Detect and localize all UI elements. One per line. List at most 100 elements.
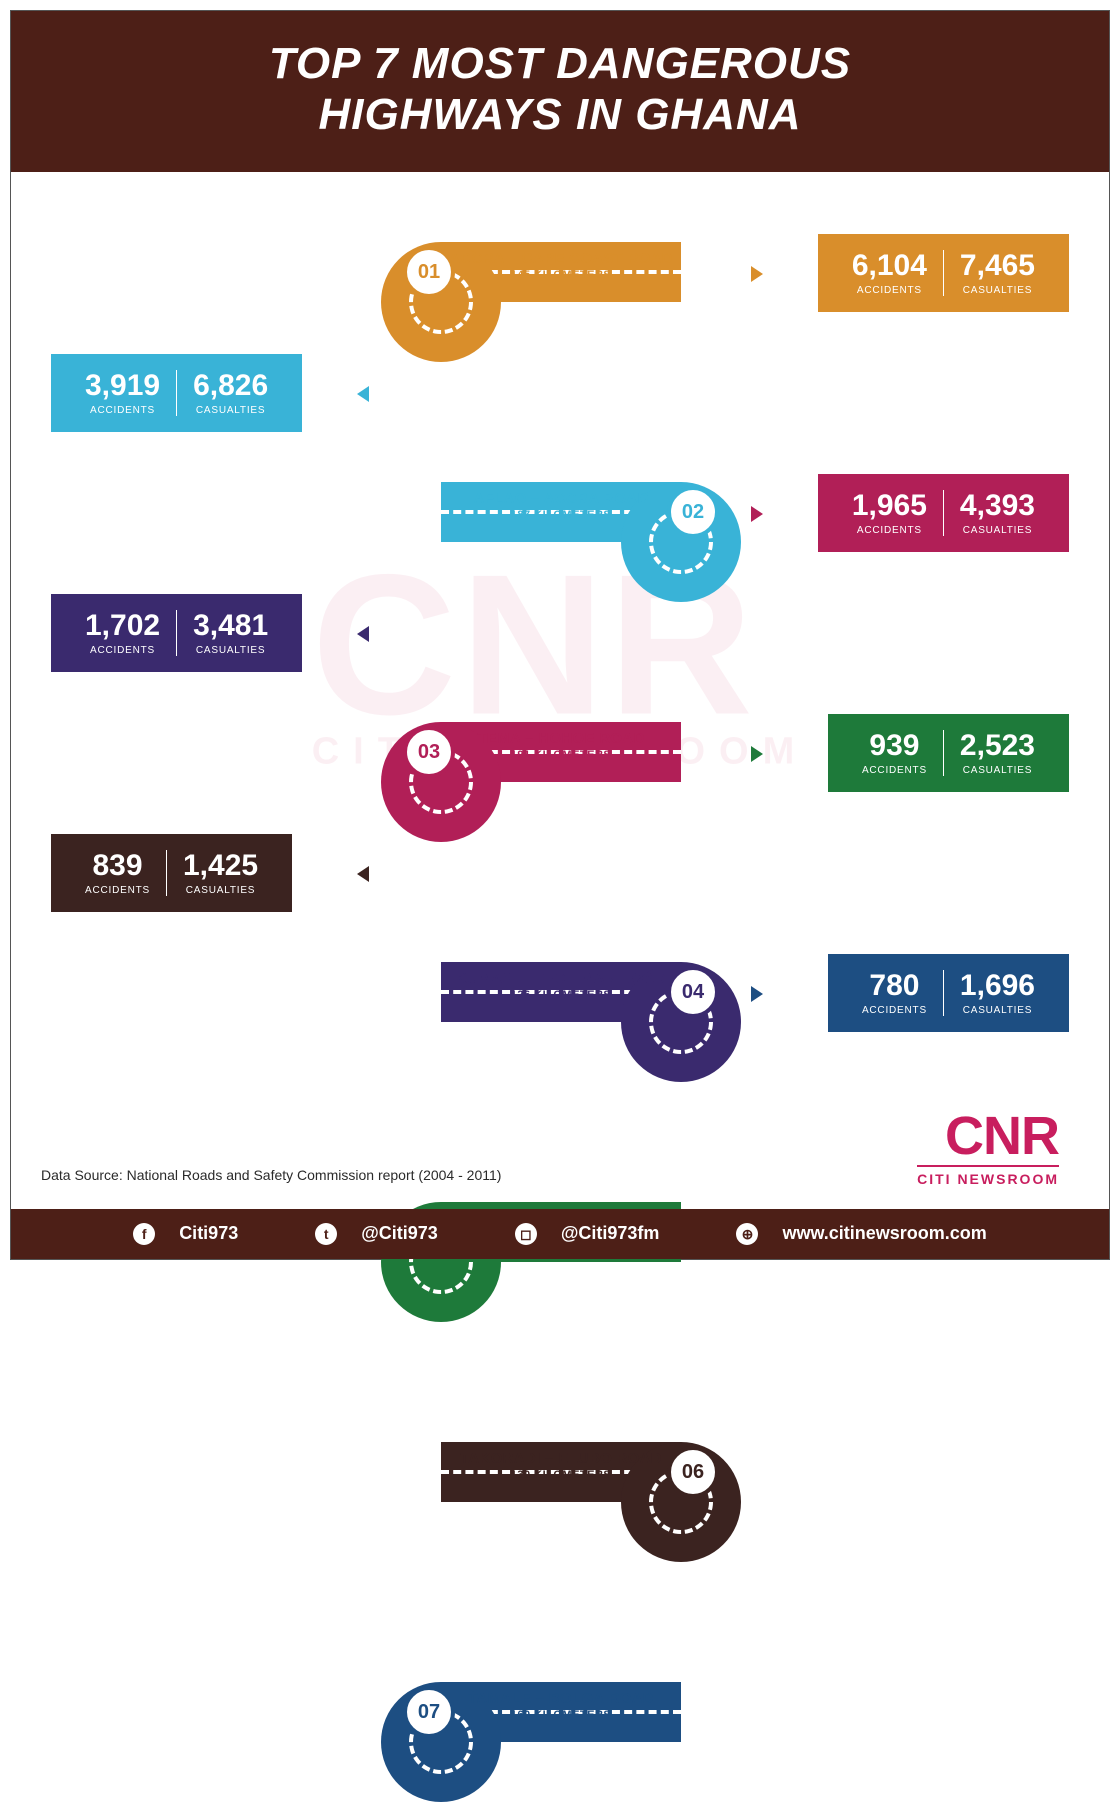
- footer: fCiti973 t@Citi973 ◻@Citi973fm ⊕www.citi…: [11, 1209, 1109, 1259]
- casualties-label: CASUALTIES: [960, 765, 1035, 776]
- accidents-value: 3,919: [85, 371, 160, 401]
- casualties-label: CASUALTIES: [960, 525, 1035, 536]
- road-segment: 03TEMA – HOHOE ROAD191 KILOMETERS: [391, 692, 731, 812]
- casualties-label: CASUALTIES: [193, 645, 268, 656]
- road-km: 160 KILOMETERS: [441, 1709, 681, 1721]
- accidents-label: ACCIDENTS: [852, 285, 927, 296]
- social-instagram: ◻@Citi973fm: [497, 1223, 678, 1243]
- accidents-label: ACCIDENTS: [85, 405, 160, 416]
- road-name: KUMASI – TECHIMAN ROAD: [441, 970, 681, 987]
- casualties-cell: 7,465 CASUALTIES: [944, 251, 1051, 296]
- pointer-triangle: [357, 386, 369, 402]
- accidents-cell: 780 ACCIDENTS: [846, 971, 943, 1016]
- accidents-cell: 1,702 ACCIDENTS: [69, 611, 176, 656]
- road-name: TAKORADI – ELUBO ROAD: [441, 1450, 681, 1467]
- stat-box: 780 ACCIDENTS 1,696 CASUALTIES: [828, 954, 1069, 1032]
- casualties-value: 6,826: [193, 371, 268, 401]
- road-segment: 01ACCRA – CAPE COAST ROAD145 KILOMETERS: [391, 212, 731, 332]
- road-label: TAKORADI – ELUBO ROAD 130 KILOMETERS: [441, 1450, 681, 1481]
- frame: TOP 7 MOST DANGEROUS HIGHWAYS IN GHANA C…: [10, 10, 1110, 1260]
- pointer-triangle: [357, 626, 369, 642]
- title-line-1: TOP 7 MOST DANGEROUS: [31, 39, 1089, 90]
- casualties-label: CASUALTIES: [960, 1005, 1035, 1016]
- stat-box: 939 ACCIDENTS 2,523 CASUALTIES: [828, 714, 1069, 792]
- road-km: 191 KILOMETERS: [441, 749, 681, 761]
- accidents-label: ACCIDENTS: [85, 885, 150, 896]
- road-label: TAMALE – BOLGA ROAD 160 KILOMETERS: [441, 1690, 681, 1721]
- casualties-value: 1,425: [183, 851, 258, 881]
- page: TOP 7 MOST DANGEROUS HIGHWAYS IN GHANA C…: [0, 0, 1120, 1270]
- casualties-value: 7,465: [960, 251, 1035, 281]
- accidents-label: ACCIDENTS: [862, 1005, 927, 1016]
- stat-box: 1,702 ACCIDENTS 3,481 CASUALTIES: [51, 594, 302, 672]
- accidents-value: 939: [862, 731, 927, 761]
- accidents-cell: 939 ACCIDENTS: [846, 731, 943, 776]
- accidents-value: 780: [862, 971, 927, 1001]
- accidents-label: ACCIDENTS: [862, 765, 927, 776]
- road-segment: 07TAMALE – BOLGA ROAD160 KILOMETERS: [391, 1652, 731, 1772]
- social-facebook: fCiti973: [115, 1223, 256, 1243]
- casualties-value: 1,696: [960, 971, 1035, 1001]
- stat-box: 1,965 ACCIDENTS 4,393 CASUALTIES: [818, 474, 1069, 552]
- casualties-cell: 4,393 CASUALTIES: [944, 491, 1051, 536]
- road-segment: 04KUMASI – TECHIMAN ROAD126 KILOMETERS: [391, 932, 731, 1052]
- pointer-triangle: [751, 986, 763, 1002]
- road-km: 187 KILOMETERS: [441, 509, 681, 521]
- road-name: TEMA – HOHOE ROAD: [441, 730, 681, 747]
- casualties-label: CASUALTIES: [960, 285, 1035, 296]
- road-name: AFLAO – ACCRA ROAD: [441, 490, 681, 507]
- instagram-icon: ◻: [515, 1223, 537, 1245]
- casualties-cell: 1,425 CASUALTIES: [167, 851, 274, 896]
- content-area: CNR CITI NEWSROOM 01ACCRA – CAPE COAST R…: [11, 172, 1109, 1132]
- accidents-value: 1,965: [852, 491, 927, 521]
- road-name: ACCRA – CAPE COAST ROAD: [441, 250, 681, 267]
- accidents-label: ACCIDENTS: [85, 645, 160, 656]
- road-km: 126 KILOMETERS: [441, 989, 681, 1001]
- accidents-value: 1,702: [85, 611, 160, 641]
- casualties-cell: 6,826 CASUALTIES: [177, 371, 284, 416]
- road-label: KUMASI – TECHIMAN ROAD 126 KILOMETERS: [441, 970, 681, 1001]
- globe-icon: ⊕: [736, 1223, 758, 1245]
- accidents-cell: 3,919 ACCIDENTS: [69, 371, 176, 416]
- header: TOP 7 MOST DANGEROUS HIGHWAYS IN GHANA: [11, 11, 1109, 172]
- stat-box: 839 ACCIDENTS 1,425 CASUALTIES: [51, 834, 292, 912]
- casualties-value: 2,523: [960, 731, 1035, 761]
- facebook-icon: f: [133, 1223, 155, 1245]
- pointer-triangle: [751, 266, 763, 282]
- accidents-cell: 1,965 ACCIDENTS: [836, 491, 943, 536]
- casualties-label: CASUALTIES: [183, 885, 258, 896]
- casualties-value: 4,393: [960, 491, 1035, 521]
- data-source-text: Data Source: National Roads and Safety C…: [41, 1167, 501, 1183]
- logo-sub: CITI NEWSROOM: [917, 1165, 1059, 1187]
- casualties-cell: 1,696 CASUALTIES: [944, 971, 1051, 1016]
- casualties-label: CASUALTIES: [193, 405, 268, 416]
- casualties-cell: 2,523 CASUALTIES: [944, 731, 1051, 776]
- stat-box: 6,104 ACCIDENTS 7,465 CASUALTIES: [818, 234, 1069, 312]
- road-graphic: 01ACCRA – CAPE COAST ROAD145 KILOMETERS0…: [391, 212, 731, 1052]
- accidents-cell: 839 ACCIDENTS: [69, 851, 166, 896]
- road-label: TEMA – HOHOE ROAD 191 KILOMETERS: [441, 730, 681, 761]
- road-km: 130 KILOMETERS: [441, 1469, 681, 1481]
- road-label: ACCRA – CAPE COAST ROAD 145 KILOMETERS: [441, 250, 681, 281]
- logo-main: CNR: [917, 1112, 1059, 1161]
- logo: CNR CITI NEWSROOM: [917, 1112, 1059, 1187]
- accidents-value: 6,104: [852, 251, 927, 281]
- casualties-value: 3,481: [193, 611, 268, 641]
- social-web: ⊕www.citinewsroom.com: [718, 1223, 1004, 1243]
- title-line-2: HIGHWAYS IN GHANA: [31, 90, 1089, 141]
- pointer-triangle: [751, 506, 763, 522]
- stat-box: 3,919 ACCIDENTS 6,826 CASUALTIES: [51, 354, 302, 432]
- pointer-triangle: [357, 866, 369, 882]
- twitter-icon: t: [315, 1223, 337, 1245]
- pointer-triangle: [751, 746, 763, 762]
- accidents-label: ACCIDENTS: [852, 525, 927, 536]
- social-twitter: t@Citi973: [297, 1223, 456, 1243]
- accidents-value: 839: [85, 851, 150, 881]
- road-segment: 02AFLAO – ACCRA ROAD187 KILOMETERS: [391, 452, 731, 572]
- road-name: TAMALE – BOLGA ROAD: [441, 1690, 681, 1707]
- accidents-cell: 6,104 ACCIDENTS: [836, 251, 943, 296]
- road-km: 145 KILOMETERS: [441, 269, 681, 281]
- road-label: AFLAO – ACCRA ROAD 187 KILOMETERS: [441, 490, 681, 521]
- casualties-cell: 3,481 CASUALTIES: [177, 611, 284, 656]
- road-segment: 06TAKORADI – ELUBO ROAD130 KILOMETERS: [391, 1412, 731, 1532]
